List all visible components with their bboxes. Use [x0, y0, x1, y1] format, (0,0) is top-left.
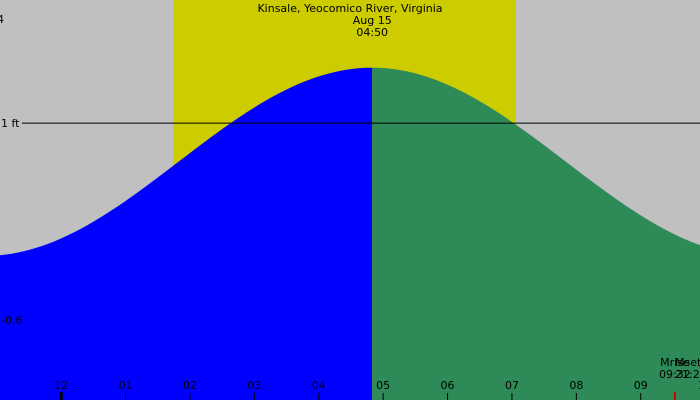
y-axis-labels: 1 ft -0.6: [1, 117, 22, 327]
x-tick-label: 12: [54, 379, 68, 392]
chart-title: Kinsale, Yeocomico River, Virginia: [257, 2, 442, 15]
x-axis-ticks: 1120102030405060708091011120102030405060…: [0, 379, 700, 400]
x-tick-label: 09: [634, 379, 648, 392]
extremum-date-label: Aug 15: [353, 14, 392, 27]
moon-event-label: Mset: [675, 356, 700, 369]
rising-tide-area: [0, 67, 373, 400]
y-tick-label: -0.6: [1, 314, 22, 327]
x-tick-label: 07: [505, 379, 519, 392]
tide-areas: [0, 67, 700, 400]
x-tick-label: 04: [312, 379, 326, 392]
x-tick-label: 01: [119, 379, 133, 392]
x-tick-label: 08: [569, 379, 583, 392]
moon-event-time: 09:32: [659, 368, 691, 381]
partial-left-label: 4: [0, 13, 4, 26]
x-tick-label: 02: [183, 379, 197, 392]
moon-event-label: Mrise: [660, 356, 690, 369]
x-tick-label: 06: [441, 379, 455, 392]
falling-tide-area: [372, 67, 700, 400]
moon-event-time: 21:2: [675, 368, 700, 381]
x-tick-label: 05: [376, 379, 390, 392]
extremum-time-label: 04:50: [356, 26, 388, 39]
y-tick-label: 1 ft: [1, 117, 20, 130]
x-tick-label: 03: [247, 379, 261, 392]
x-tick-label: 10: [698, 379, 700, 392]
